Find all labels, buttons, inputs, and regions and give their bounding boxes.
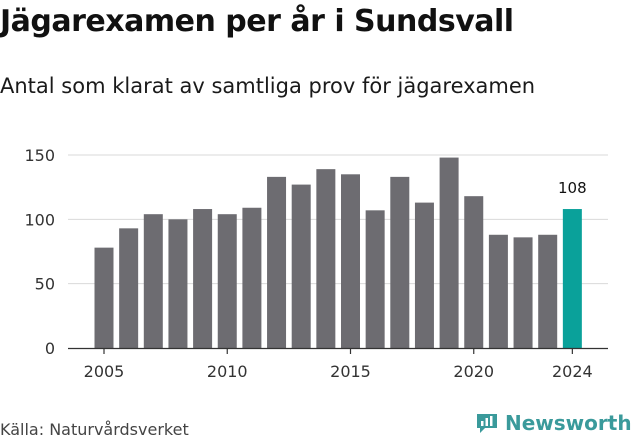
bars xyxy=(94,157,582,348)
bar-2018 xyxy=(414,202,434,348)
x-tick-label: 2010 xyxy=(207,362,248,381)
brand-logo: Newsworthy xyxy=(475,408,631,438)
bar-2024 xyxy=(562,209,582,348)
x-tick-label: 2015 xyxy=(330,362,371,381)
x-tick-label: 2024 xyxy=(552,362,593,381)
y-tick-label: 50 xyxy=(35,275,55,294)
bar-2017 xyxy=(390,176,410,348)
bar-2014 xyxy=(316,169,336,348)
newsworthy-logo-icon xyxy=(477,414,497,433)
x-tick-label: 2020 xyxy=(453,362,494,381)
bar-2009 xyxy=(193,209,213,348)
x-tick-label: 2005 xyxy=(84,362,125,381)
chart-subtitle: Antal som klarat av samtliga prov för jä… xyxy=(0,74,536,98)
y-axis-tick-labels: 0 50 100 150 xyxy=(24,146,55,358)
bar-2022 xyxy=(513,237,533,348)
bar-2012 xyxy=(267,176,287,348)
bar-2005 xyxy=(94,247,114,348)
brand-name: Newsworthy xyxy=(505,411,631,435)
bar-2008 xyxy=(168,219,188,348)
bar-2006 xyxy=(119,228,139,348)
chart-title: Jägarexamen per år i Sundsvall xyxy=(0,4,514,39)
bar-2019 xyxy=(439,157,459,348)
bar-2020 xyxy=(464,196,484,348)
bar-chart: 0 50 100 150 2005 2010 2015 2020 2024 108 xyxy=(24,146,608,381)
bar-2013 xyxy=(291,184,311,348)
bar-2015 xyxy=(341,174,360,348)
bar-2023 xyxy=(538,234,558,348)
y-tick-label: 100 xyxy=(24,210,55,229)
data-label-2024: 108 xyxy=(558,179,587,197)
data-labels: 108 xyxy=(558,179,587,197)
x-axis: 2005 2010 2015 2020 2024 xyxy=(68,347,608,381)
bar-2016 xyxy=(365,210,385,348)
y-tick-label: 0 xyxy=(45,339,55,358)
bar-2011 xyxy=(242,207,262,348)
bar-2007 xyxy=(143,214,163,348)
bar-2021 xyxy=(488,234,508,348)
bar-2010 xyxy=(217,214,237,348)
y-tick-label: 150 xyxy=(24,146,55,165)
source-note: Källa: Naturvårdsverket xyxy=(0,420,189,439)
